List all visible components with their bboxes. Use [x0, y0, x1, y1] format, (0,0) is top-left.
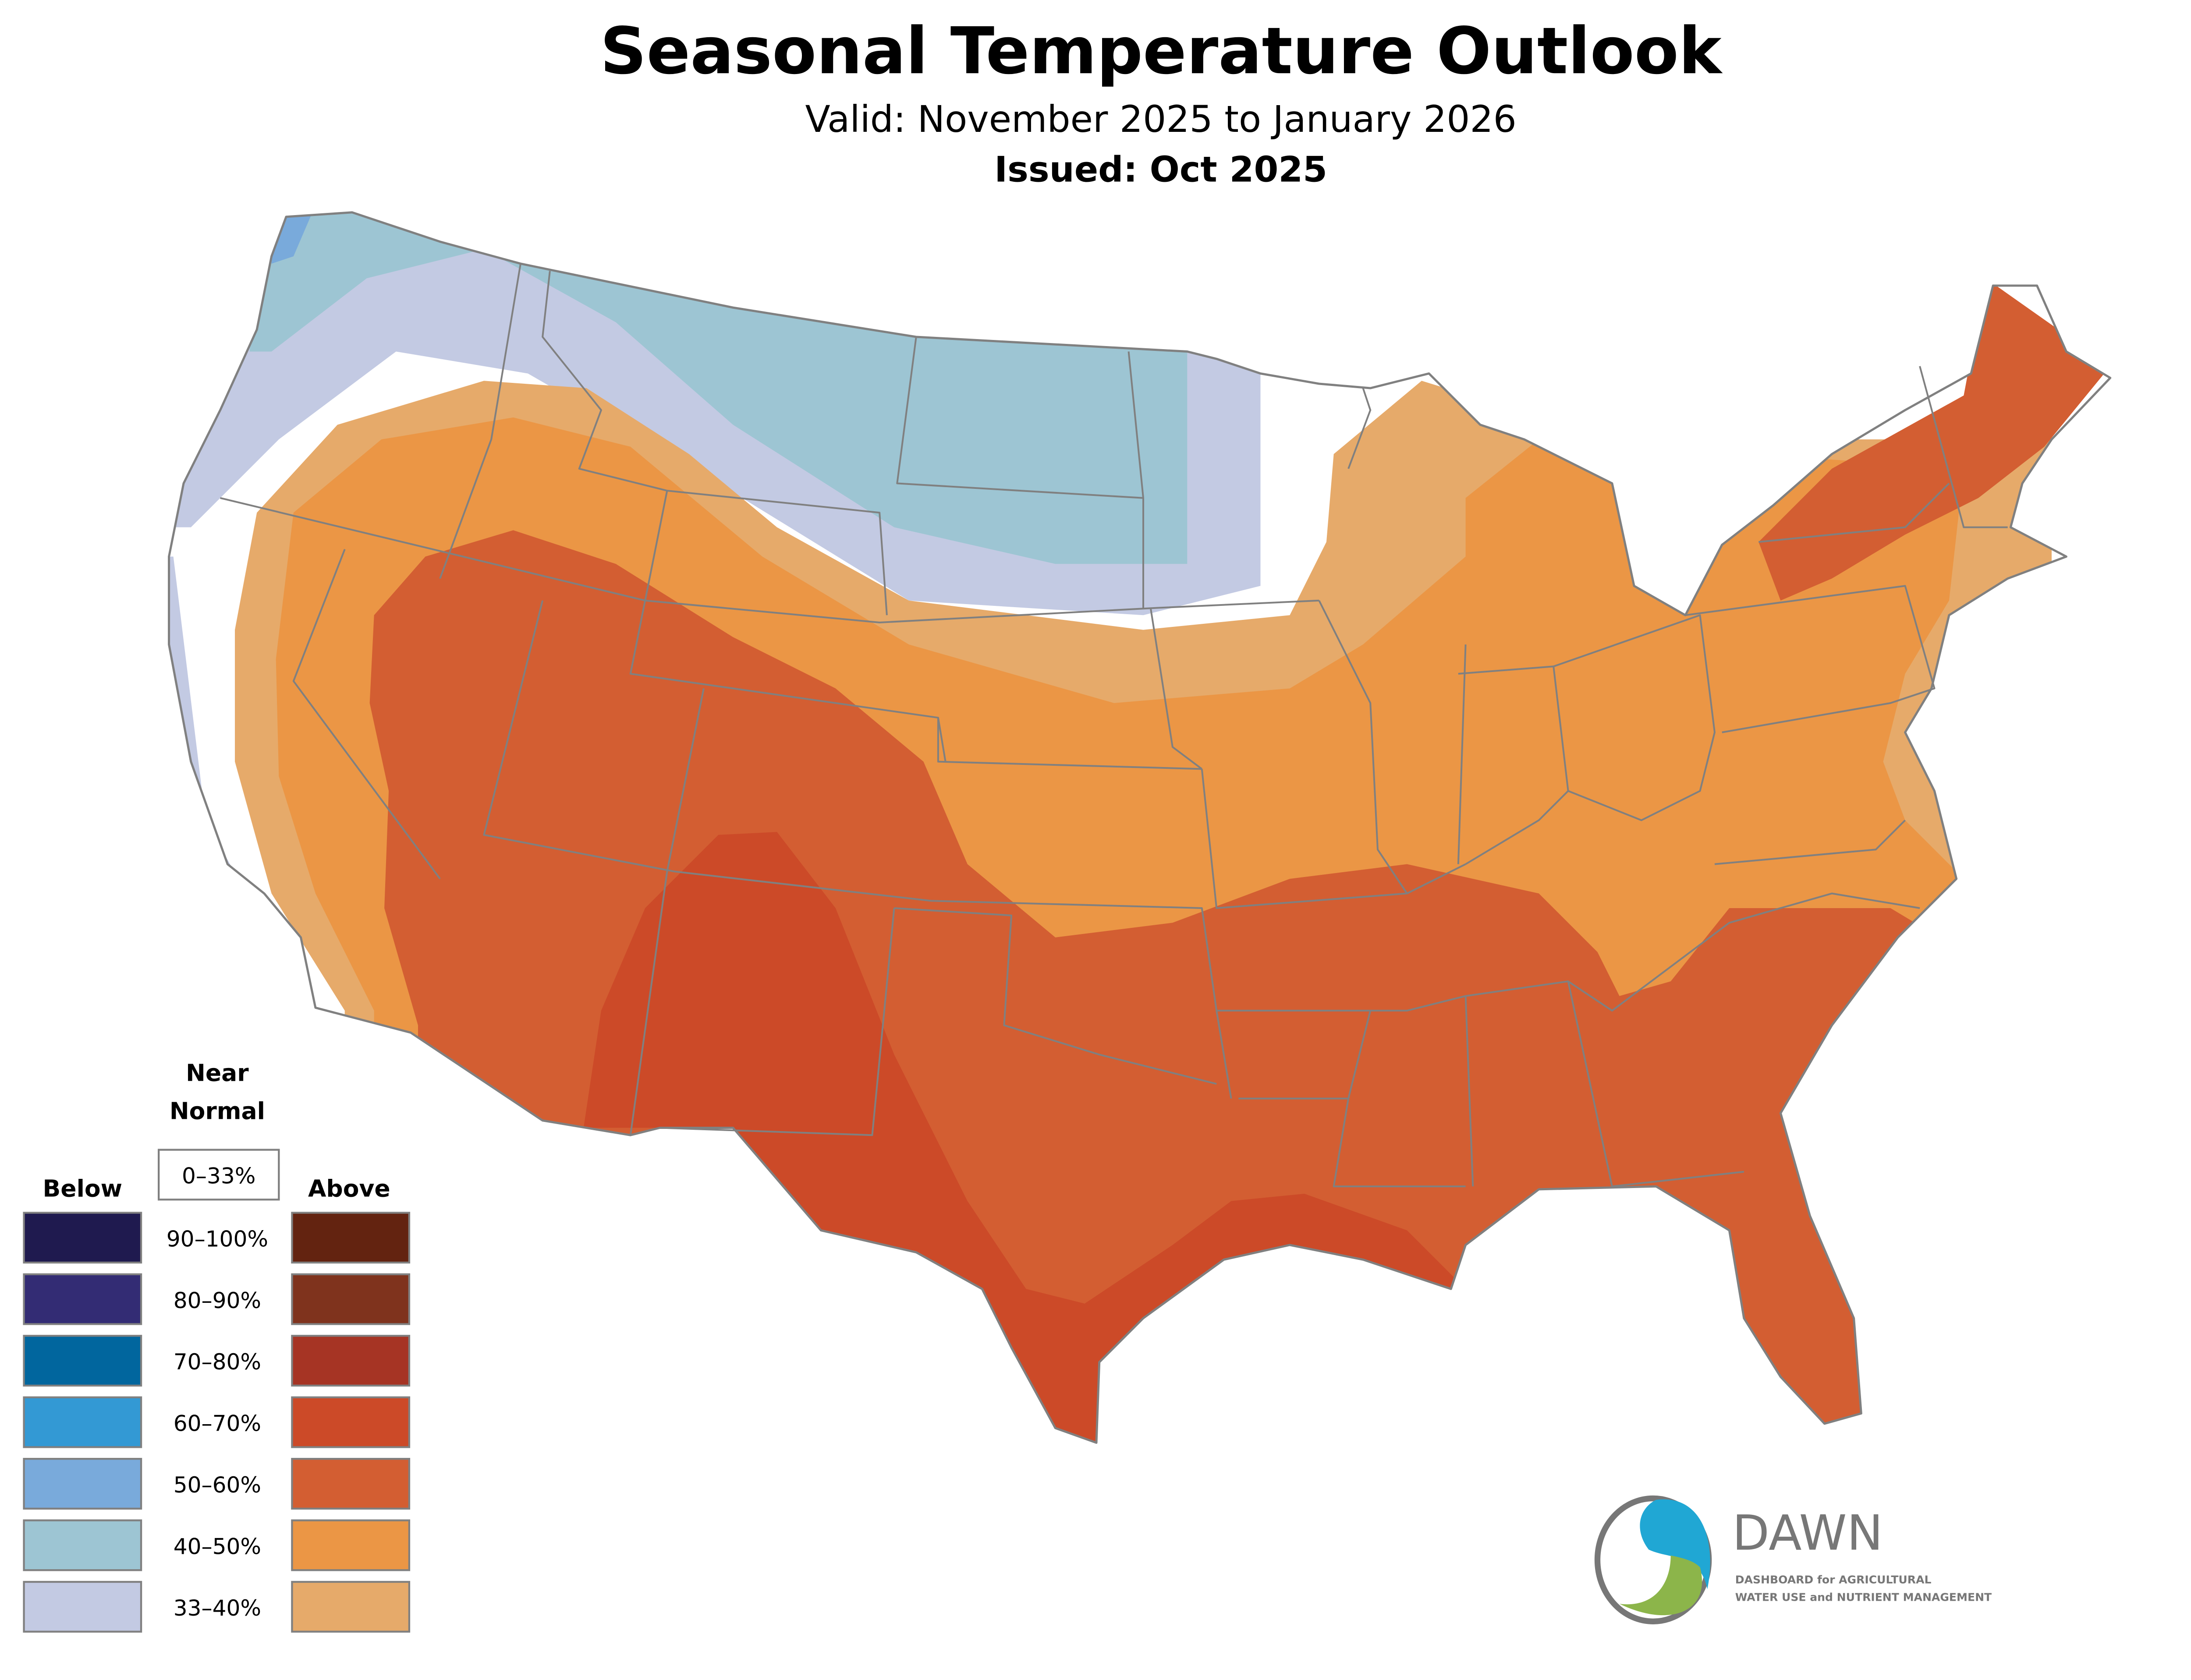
above-50-60-northeast-region [1758, 278, 2110, 601]
legend-range-label: 50–60% [174, 1472, 261, 1498]
legend-range-label: 40–50% [174, 1533, 261, 1559]
map-title: Seasonal Temperature Outlook [600, 13, 1723, 88]
legend-range-label: 33–40% [174, 1595, 261, 1621]
legend-near-normal-heading: Near [186, 1059, 249, 1087]
legend-range-label: 90–100% [167, 1226, 268, 1252]
legend-swatch-below [23, 1519, 142, 1571]
issued-date: Issued: Oct 2025 [994, 149, 1327, 190]
legend-swatch-above [291, 1519, 411, 1571]
legend-swatch-above [291, 1273, 411, 1325]
map-subtitle: Valid: November 2025 to January 2026 [805, 98, 1516, 141]
legend-swatch-above [291, 1212, 411, 1264]
logo-wordmark: DAWN [1732, 1505, 1883, 1561]
legend-swatch-above [291, 1581, 411, 1633]
legend-swatch-above [291, 1396, 411, 1448]
logo-tagline-2: WATER USE and NUTRIENT MANAGEMENT [1735, 1591, 1992, 1603]
dawn-logo: DAWN DASHBOARD for AGRICULTURAL WATER US… [1594, 1495, 1992, 1624]
legend-near-normal-range: 0–33% [182, 1163, 255, 1189]
legend-below-heading: Below [43, 1175, 123, 1203]
legend-swatch-below [23, 1581, 142, 1633]
legend-near-normal-swatch [157, 1149, 280, 1201]
us-outline [168, 211, 2112, 1444]
legend-swatch-below [23, 1212, 142, 1264]
legend-swatch-above [291, 1457, 411, 1510]
legend-swatch-above [291, 1335, 411, 1387]
legend-near-normal-heading-2: Normal [170, 1097, 265, 1125]
state-boundaries [220, 263, 2008, 1188]
legend-above-heading: Above [308, 1175, 390, 1203]
legend-swatch-below [23, 1273, 142, 1325]
legend: Near Normal 0–33% Below Above 90–100% 80–… [23, 1059, 411, 1633]
legend-range-label: 80–90% [174, 1287, 261, 1313]
logo-leaf [1619, 1555, 1702, 1616]
logo-tagline-1: DASHBOARD for AGRICULTURAL [1735, 1573, 1932, 1586]
legend-range-label: 70–80% [174, 1349, 261, 1375]
legend-swatch-below [23, 1335, 142, 1387]
logo-water-drop [1640, 1499, 1710, 1589]
legend-swatch-below [23, 1396, 142, 1448]
legend-swatch-below [23, 1457, 142, 1510]
legend-range-label: 60–70% [174, 1411, 261, 1436]
